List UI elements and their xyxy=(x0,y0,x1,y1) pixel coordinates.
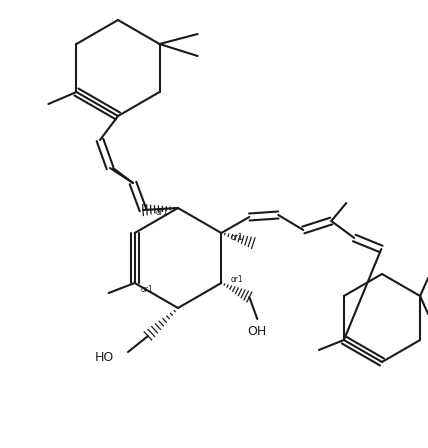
Text: or1: or1 xyxy=(231,233,244,241)
Text: or1: or1 xyxy=(156,207,168,216)
Text: HO: HO xyxy=(95,350,114,363)
Text: or1: or1 xyxy=(140,284,153,293)
Text: OH: OH xyxy=(248,324,267,337)
Text: or1: or1 xyxy=(231,275,244,284)
